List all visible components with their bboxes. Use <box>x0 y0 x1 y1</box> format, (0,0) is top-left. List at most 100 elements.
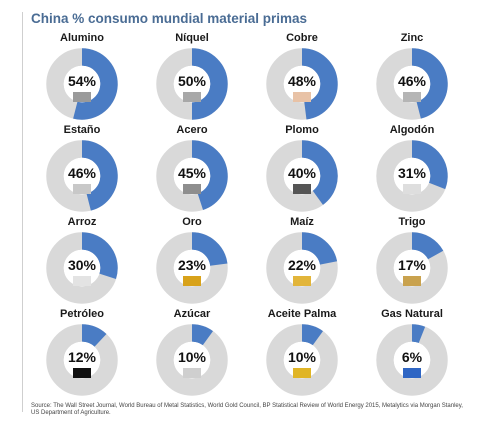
donut-cell: Petróleo 12% <box>28 306 136 398</box>
donut-value-label: 45% <box>177 165 207 181</box>
donut-value-label: 46% <box>67 165 97 181</box>
donut-hole <box>393 157 431 195</box>
donut-value-label: 48% <box>287 73 317 89</box>
donut-cell: Zinc 46% <box>358 30 466 122</box>
donut-value-label: 10% <box>287 349 317 365</box>
donut-grid: Alumino 54% Níquel 50% Cobre 48% Zinc 46% Estaño… <box>28 30 468 396</box>
donut-value-label: 10% <box>177 349 207 365</box>
donut-slice-china <box>81 324 107 348</box>
donut-hole <box>393 65 431 103</box>
donut-label: Arroz <box>67 216 97 228</box>
donut-hole <box>393 341 431 379</box>
donut-value-label: 23% <box>177 257 207 273</box>
donut-slice-china <box>301 324 323 346</box>
donut-cell: Alumino 54% <box>28 30 136 122</box>
donut-cell: Aceite Palma 10% <box>248 306 356 398</box>
donut-slice-china <box>301 232 338 266</box>
donut-ring <box>46 140 118 212</box>
donut-label: Alumino <box>60 32 104 44</box>
donut-cell: Acero 45% <box>138 122 246 214</box>
donut-value-label: 12% <box>67 349 97 365</box>
donut-label: Cobre <box>286 32 318 44</box>
donut-label: Maíz <box>290 216 314 228</box>
material-sample-image <box>293 92 311 102</box>
donut-slice-china <box>191 48 228 120</box>
donut-cell: Estaño 46% <box>28 122 136 214</box>
donut-value-label: 17% <box>397 257 427 273</box>
donut-ring <box>266 324 338 396</box>
donut-ring <box>376 48 448 120</box>
left-border-line <box>22 12 23 412</box>
donut-label: Aceite Palma <box>267 308 337 320</box>
donut-label: Estaño <box>63 124 101 136</box>
donut-ring <box>156 140 228 212</box>
material-sample-image <box>403 276 421 286</box>
donut-cell: Trigo 17% <box>358 214 466 306</box>
donut-slice-china <box>411 232 444 260</box>
material-sample-image <box>183 184 201 194</box>
donut-ring <box>376 140 448 212</box>
donut-ring <box>156 48 228 120</box>
donut-value-label: 40% <box>287 165 317 181</box>
donut-ring <box>46 324 118 396</box>
donut-cell: Gas Natural 6% <box>358 306 466 398</box>
material-sample-image <box>403 92 421 102</box>
donut-label: Oro <box>182 216 202 228</box>
material-sample-image <box>183 92 201 102</box>
material-sample-image <box>73 276 91 286</box>
material-sample-image <box>403 368 421 378</box>
donut-ring <box>156 324 228 396</box>
material-sample-image <box>73 368 91 378</box>
donut-value-label: 50% <box>177 73 207 89</box>
donut-label: Acero <box>176 124 208 136</box>
donut-cell: Cobre 48% <box>248 30 356 122</box>
donut-hole <box>173 341 211 379</box>
donut-label: Plomo <box>285 124 319 136</box>
donut-ring <box>156 232 228 304</box>
chart-title: China % consumo mundial material primas <box>31 11 308 26</box>
donut-ring <box>376 324 448 396</box>
donut-value-label: 30% <box>67 257 97 273</box>
donut-label: Níquel <box>175 32 209 44</box>
donut-ring <box>266 48 338 120</box>
donut-hole <box>63 249 101 287</box>
donut-label: Azúcar <box>173 308 211 320</box>
donut-hole <box>63 65 101 103</box>
donut-value-label: 31% <box>397 165 427 181</box>
donut-label: Trigo <box>398 216 426 228</box>
donut-slice-china <box>411 48 448 119</box>
donut-hole <box>173 65 211 103</box>
donut-hole <box>283 341 321 379</box>
donut-slice-china <box>191 232 228 267</box>
donut-cell: Maíz 22% <box>248 214 356 306</box>
donut-ring <box>266 232 338 304</box>
donut-hole <box>173 157 211 195</box>
donut-value-label: 46% <box>397 73 427 89</box>
donut-cell: Níquel 50% <box>138 30 246 122</box>
material-sample-image <box>73 92 91 102</box>
donut-value-label: 6% <box>401 349 423 365</box>
donut-hole <box>63 341 101 379</box>
material-sample-image <box>73 184 91 194</box>
donut-hole <box>283 249 321 287</box>
donut-remainder <box>376 232 448 304</box>
donut-slice-china <box>191 324 213 346</box>
donut-slice-china <box>411 324 426 344</box>
material-sample-image <box>403 184 421 194</box>
donut-hole <box>283 157 321 195</box>
donut-value-label: 22% <box>287 257 317 273</box>
material-sample-image <box>293 184 311 194</box>
donut-cell: Oro 23% <box>138 214 246 306</box>
donut-cell: Plomo 40% <box>248 122 356 214</box>
donut-hole <box>283 65 321 103</box>
donut-slice-china <box>81 232 118 280</box>
donut-value-label: 54% <box>67 73 97 89</box>
donut-hole <box>63 157 101 195</box>
donut-cell: Algodón 31% <box>358 122 466 214</box>
donut-slice-china <box>301 140 338 205</box>
donut-ring <box>266 140 338 212</box>
donut-hole <box>393 249 431 287</box>
donut-ring <box>46 232 118 304</box>
donut-ring <box>46 48 118 120</box>
donut-slice-china <box>81 140 118 211</box>
